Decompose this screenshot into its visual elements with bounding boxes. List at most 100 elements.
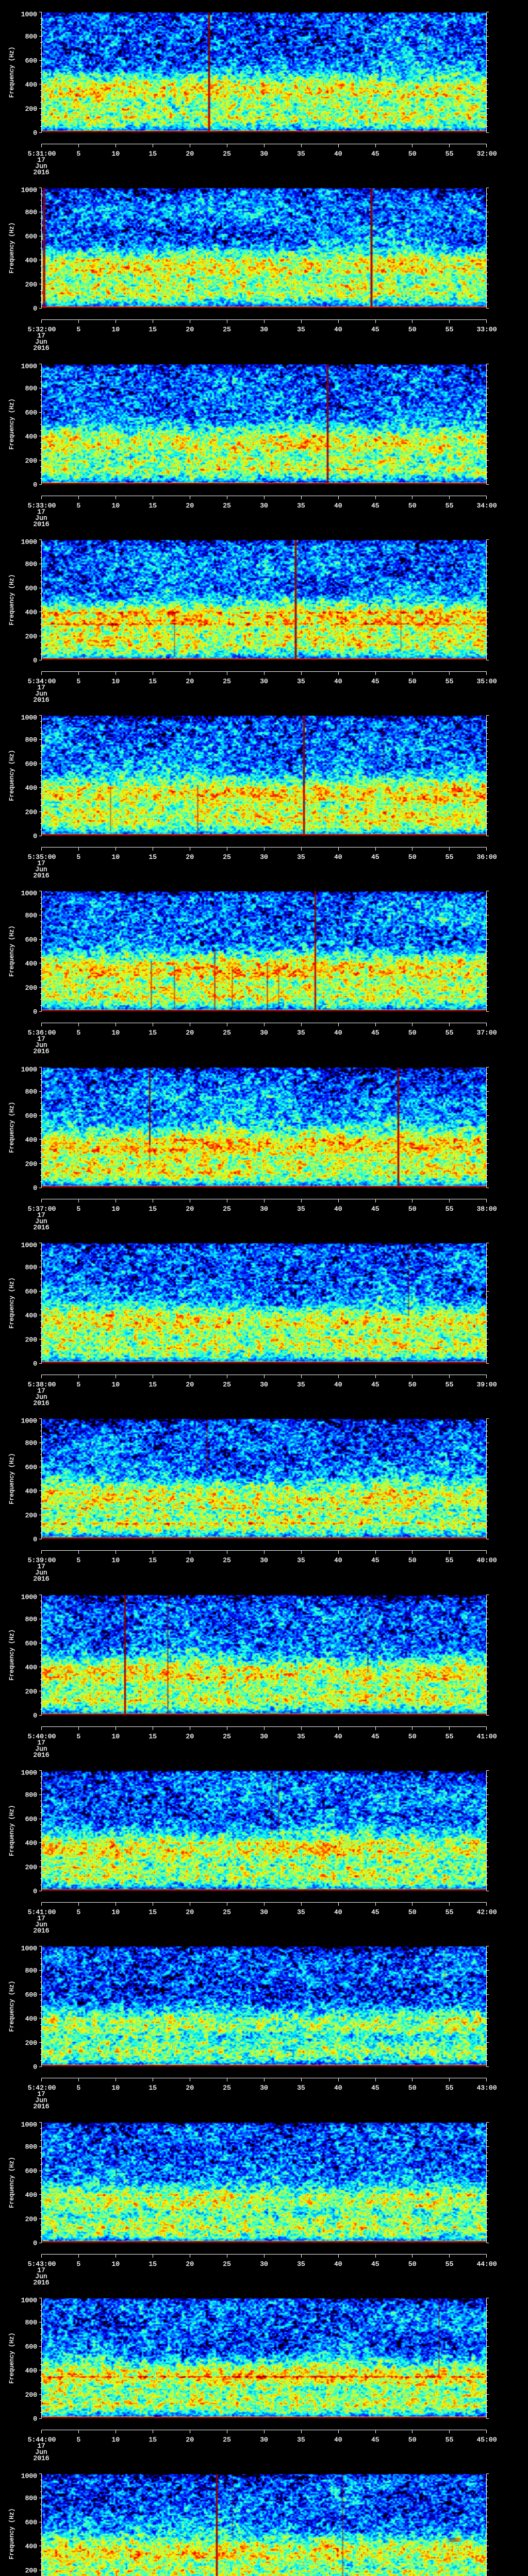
svg-text:Frequency (Hz): Frequency (Hz) <box>8 574 15 625</box>
svg-text:45: 45 <box>371 150 380 158</box>
svg-text:600: 600 <box>25 2343 37 2350</box>
svg-text:15: 15 <box>148 1733 157 1740</box>
svg-text:600: 600 <box>25 760 37 768</box>
svg-text:45: 45 <box>371 502 380 510</box>
svg-text:5: 5 <box>76 2084 80 2092</box>
svg-text:0: 0 <box>33 1008 37 1016</box>
svg-text:17: 17 <box>37 1914 45 1922</box>
svg-text:5:42:00: 5:42:00 <box>28 2084 56 2092</box>
svg-text:30: 30 <box>260 2436 268 2444</box>
svg-text:800: 800 <box>25 209 37 216</box>
svg-text:40: 40 <box>334 677 342 685</box>
svg-text:40: 40 <box>334 1733 342 1740</box>
svg-text:5:43:00: 5:43:00 <box>28 2260 56 2268</box>
svg-text:Jun: Jun <box>35 1217 47 1225</box>
svg-text:20: 20 <box>186 1908 194 1916</box>
svg-text:200: 200 <box>25 1512 37 1519</box>
svg-text:600: 600 <box>25 232 37 240</box>
svg-text:15: 15 <box>148 853 157 861</box>
svg-text:20: 20 <box>186 1381 194 1388</box>
svg-text:200: 200 <box>25 808 37 816</box>
svg-text:17: 17 <box>37 684 45 691</box>
svg-text:30: 30 <box>260 1381 268 1388</box>
svg-text:17: 17 <box>37 508 45 516</box>
svg-text:600: 600 <box>25 1112 37 1120</box>
svg-text:1000: 1000 <box>21 1593 37 1601</box>
svg-text:0: 0 <box>33 2415 37 2423</box>
svg-text:5:32:00: 5:32:00 <box>28 326 56 333</box>
svg-text:25: 25 <box>223 1908 231 1916</box>
svg-text:17: 17 <box>37 2442 45 2450</box>
svg-text:10: 10 <box>111 1908 120 1916</box>
svg-text:5:34:00: 5:34:00 <box>28 677 56 685</box>
svg-text:Jun: Jun <box>35 1745 47 1753</box>
svg-text:10: 10 <box>111 1381 120 1388</box>
svg-text:Frequency (Hz): Frequency (Hz) <box>8 1453 15 1504</box>
svg-text:30: 30 <box>260 853 268 861</box>
svg-text:10: 10 <box>111 677 120 685</box>
svg-text:400: 400 <box>25 81 37 89</box>
svg-text:15: 15 <box>148 1381 157 1388</box>
svg-text:45: 45 <box>371 677 380 685</box>
svg-text:0: 0 <box>33 481 37 489</box>
svg-text:30: 30 <box>260 502 268 510</box>
svg-text:Frequency (Hz): Frequency (Hz) <box>8 223 15 274</box>
svg-text:45: 45 <box>371 1908 380 1916</box>
svg-text:0: 0 <box>33 833 37 840</box>
svg-text:200: 200 <box>25 281 37 289</box>
svg-text:30: 30 <box>260 326 268 333</box>
svg-text:Jun: Jun <box>35 1393 47 1401</box>
svg-text:35: 35 <box>297 502 305 510</box>
svg-text:1000: 1000 <box>21 186 37 194</box>
svg-text:30: 30 <box>260 1908 268 1916</box>
svg-text:600: 600 <box>25 1991 37 1998</box>
svg-text:2016: 2016 <box>33 1575 49 1583</box>
svg-text:1000: 1000 <box>21 10 37 18</box>
svg-text:400: 400 <box>25 1312 37 1319</box>
svg-text:Frequency (Hz): Frequency (Hz) <box>8 2157 15 2208</box>
svg-text:10: 10 <box>111 2084 120 2092</box>
svg-text:35: 35 <box>297 1205 305 1213</box>
svg-text:50: 50 <box>408 1029 417 1037</box>
svg-text:40: 40 <box>334 853 342 861</box>
svg-text:1000: 1000 <box>21 2472 37 2480</box>
svg-text:50: 50 <box>408 326 417 333</box>
svg-text:40: 40 <box>334 2260 342 2268</box>
svg-text:600: 600 <box>25 57 37 64</box>
svg-text:35: 35 <box>297 853 305 861</box>
svg-text:5:44:00: 5:44:00 <box>28 2436 56 2444</box>
svg-text:30: 30 <box>260 150 268 158</box>
svg-text:55: 55 <box>446 2084 454 2092</box>
svg-text:0: 0 <box>33 305 37 313</box>
svg-text:600: 600 <box>25 1639 37 1647</box>
svg-text:5: 5 <box>76 1556 80 1564</box>
svg-text:400: 400 <box>25 2367 37 2375</box>
svg-text:Jun: Jun <box>35 2273 47 2280</box>
svg-text:17: 17 <box>37 1035 45 1043</box>
svg-text:30: 30 <box>260 677 268 685</box>
svg-text:5: 5 <box>76 150 80 158</box>
svg-text:44:00: 44:00 <box>476 2260 497 2268</box>
svg-text:25: 25 <box>223 326 231 333</box>
svg-text:800: 800 <box>25 385 37 393</box>
svg-text:41:00: 41:00 <box>476 1733 497 1740</box>
svg-text:40: 40 <box>334 1029 342 1037</box>
svg-text:50: 50 <box>408 1556 417 1564</box>
svg-text:30: 30 <box>260 2260 268 2268</box>
svg-text:1000: 1000 <box>21 1769 37 1776</box>
svg-text:400: 400 <box>25 1839 37 1847</box>
svg-text:5:33:00: 5:33:00 <box>28 502 56 510</box>
svg-text:35: 35 <box>297 1029 305 1037</box>
svg-text:45: 45 <box>371 326 380 333</box>
svg-text:40: 40 <box>334 2436 342 2444</box>
svg-text:25: 25 <box>223 1733 231 1740</box>
svg-text:20: 20 <box>186 853 194 861</box>
svg-text:15: 15 <box>148 677 157 685</box>
svg-text:5:37:00: 5:37:00 <box>28 1205 56 1213</box>
svg-text:45: 45 <box>371 1556 380 1564</box>
svg-text:Frequency (Hz): Frequency (Hz) <box>8 47 15 98</box>
svg-text:10: 10 <box>111 853 120 861</box>
svg-text:2016: 2016 <box>33 2103 49 2110</box>
svg-text:10: 10 <box>111 1556 120 1564</box>
svg-text:35: 35 <box>297 1733 305 1740</box>
